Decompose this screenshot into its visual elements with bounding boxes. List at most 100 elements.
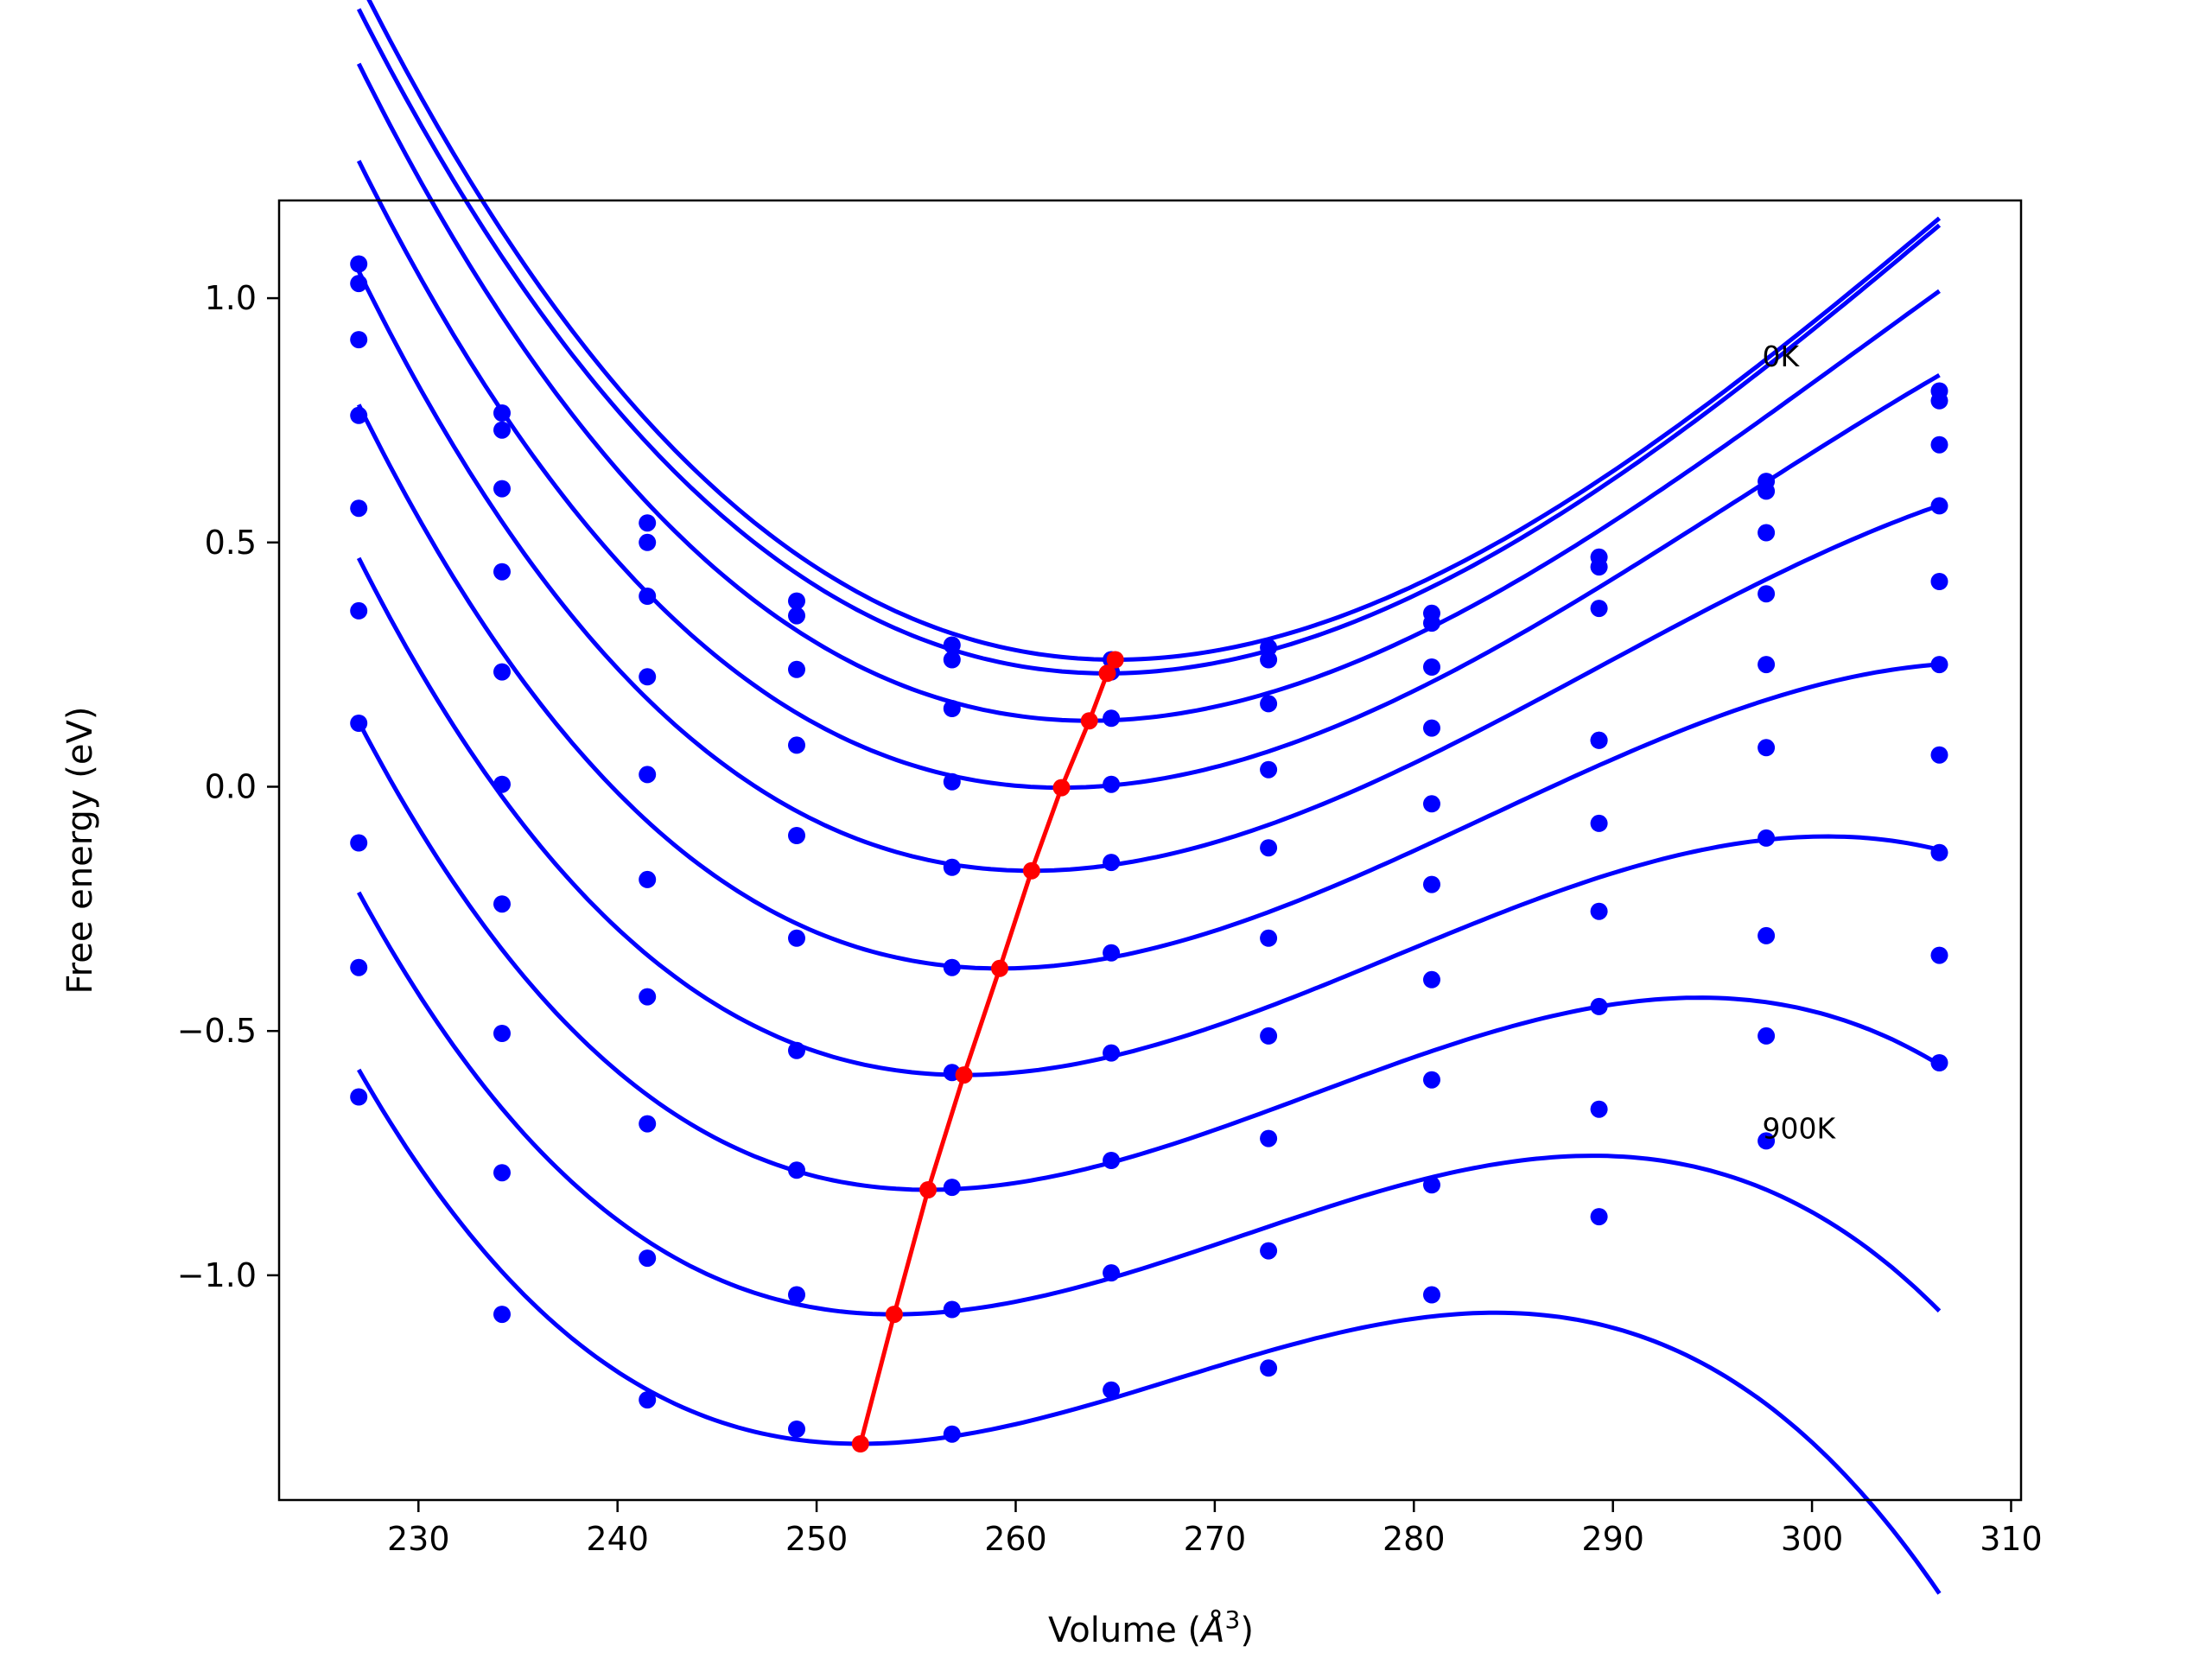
fit-curve-5 [356,404,1940,971]
data-point-0-4 [943,636,961,654]
data-point-8-6 [1260,1242,1278,1260]
minimum-point-5 [991,959,1008,977]
data-point-5-9 [1758,739,1776,757]
data-point-9-10 [1930,1054,1948,1071]
data-point-8-2 [639,1249,657,1268]
data-point-1-9 [1758,482,1776,500]
minimum-point-0 [1106,651,1124,669]
data-point-3-3 [788,736,805,754]
x-axis-ticks: 230 240 250 260 270 280 290 300 310 [387,1500,2043,1558]
data-point-3-6 [1260,760,1278,779]
data-point-1-0 [350,275,368,293]
data-point-9-0 [350,1088,368,1106]
minimum-line-path [858,658,1117,1445]
data-point-1-8 [1590,558,1608,576]
y-axis-ticks: 1.0 0.5 0.0 −0.5 −1.0 [177,279,279,1294]
minimum-point-8 [885,1306,903,1324]
data-point-7-1 [493,1025,511,1042]
data-point-1-1 [493,421,511,439]
data-point-4-4 [943,858,961,876]
data-point-1-7 [1423,614,1440,632]
data-point-4-10 [1930,573,1948,590]
data-point-1-4 [943,651,961,669]
data-point-9-6 [1260,1359,1278,1377]
x-tick-label: 230 [387,1520,450,1558]
fit-curve-2 [356,62,1941,723]
y-tick-label: 1.0 [205,279,257,317]
data-point-9-3 [788,1421,805,1438]
y-tick-label: 0.0 [205,767,257,805]
data-point-4-7 [1423,795,1440,813]
data-point-7-5 [1103,1152,1121,1169]
data-point-9-5 [1103,1381,1121,1399]
data-point-5-10 [1930,656,1948,674]
fit-curve-3 [356,159,1941,791]
data-point-6-2 [639,988,657,1006]
fit-curve-9 [357,1068,1942,1595]
fit-curve-6 [356,556,1941,1077]
data-point-3-4 [943,772,961,791]
data-point-3-10 [1930,497,1948,515]
data-point-5-3 [788,929,805,947]
data-point-9-7 [1423,1286,1440,1304]
data-point-3-2 [639,668,657,686]
data-point-5-8 [1590,814,1608,832]
fit-curve-7 [356,721,1941,1192]
data-point-9-2 [639,1391,657,1409]
data-point-6-0 [350,715,368,732]
data-point-9-9 [1758,1132,1776,1150]
annotation-1: 900K [1762,1112,1836,1146]
data-point-6-10 [1930,746,1948,764]
data-point-6-7 [1423,970,1440,988]
data-point-9-1 [493,1306,511,1324]
data-point-8-0 [350,958,368,976]
plot-background [279,200,2021,1500]
x-tick-label: 280 [1382,1520,1446,1558]
data-point-6-5 [1103,1044,1121,1062]
data-point-2-5 [1103,709,1121,728]
data-point-8-8 [1590,1100,1608,1118]
plot-frame [277,199,2023,1502]
data-point-7-3 [788,1161,805,1179]
data-point-6-6 [1260,1027,1278,1045]
data-point-3-7 [1423,719,1440,737]
data-point-0-1 [493,404,511,422]
data-point-4-0 [350,499,368,518]
data-point-5-1 [493,775,511,793]
data-point-2-7 [1423,658,1440,676]
data-point-6-8 [1590,902,1608,920]
data-point-7-7 [1423,1071,1440,1089]
data-point-0-3 [788,592,805,610]
y-tick-label: 0.5 [205,524,257,562]
data-point-4-6 [1260,839,1278,857]
data-point-5-4 [943,958,961,976]
annotations: 0K 900K [1762,340,1836,1145]
data-point-9-8 [1590,1208,1608,1226]
data-point-3-0 [350,406,368,424]
data-point-2-1 [493,480,511,498]
x-tick-label: 310 [1980,1520,2043,1558]
data-point-4-1 [493,663,511,681]
data-point-7-6 [1260,1129,1278,1147]
data-point-1-2 [639,533,657,551]
y-axis-label: Free energy (eV) [60,707,100,995]
data-point-2-10 [1930,435,1948,454]
data-point-0-2 [639,514,657,532]
data-point-2-0 [350,331,368,349]
minimum-point-1 [1098,664,1116,683]
data-point-5-5 [1103,944,1121,962]
x-tick-label: 300 [1781,1520,1844,1558]
fit-curve-1 [356,8,1942,676]
data-point-6-1 [493,895,511,913]
minimum-point-7 [919,1181,938,1198]
data-point-0-6 [1260,639,1278,657]
x-tick-label: 260 [984,1520,1047,1558]
data-point-7-4 [943,1179,961,1197]
minimum-point-3 [1052,779,1071,797]
minimum-line [851,651,1124,1452]
data-point-5-6 [1260,929,1278,947]
x-axis-label: Volume (Å3) [1048,1605,1254,1651]
y-tick-label: −0.5 [177,1012,257,1050]
data-point-3-5 [1103,775,1121,793]
data-point-7-8 [1590,997,1608,1015]
